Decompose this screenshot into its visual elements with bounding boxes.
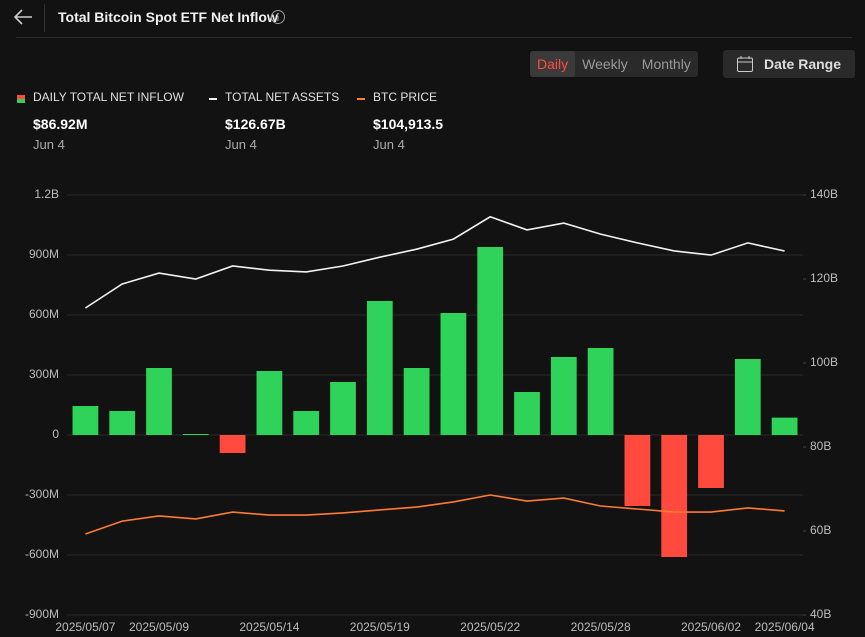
- legend-swatch: [209, 98, 217, 100]
- line: [84, 215, 785, 309]
- legend-date: Jun 4: [225, 137, 257, 152]
- swatch-part: [17, 99, 25, 103]
- legend-date: Jun 4: [33, 137, 65, 152]
- bar: [293, 411, 320, 435]
- x-tick-label: 2025/06/04: [755, 620, 815, 634]
- x-tick-label: 2025/05/28: [571, 620, 631, 634]
- y2-tick-label: 100B: [810, 355, 838, 369]
- bar: [734, 359, 761, 435]
- separator: [44, 4, 45, 32]
- swatch-part: [209, 98, 217, 100]
- line: [85, 494, 785, 535]
- bar: [477, 247, 504, 435]
- period-tab[interactable]: Daily: [530, 51, 576, 77]
- legend-swatch: [17, 95, 25, 103]
- x-tick-label: 2025/05/07: [55, 620, 115, 634]
- legend-name: BTC PRICE: [373, 90, 438, 104]
- legend-value: $86.92M: [33, 116, 88, 132]
- x-tick-label: 2025/05/22: [460, 620, 520, 634]
- period-tabs: Daily Weekly Monthly: [530, 51, 698, 77]
- page-title: Total Bitcoin Spot ETF Net Inflow: [58, 9, 278, 25]
- bar: [550, 357, 577, 435]
- x-tick-label: 2025/05/14: [239, 620, 299, 634]
- bar: [366, 301, 393, 435]
- period-tab[interactable]: Monthly: [641, 56, 691, 72]
- y-tick-label: -600M: [25, 547, 59, 561]
- bar: [182, 434, 209, 435]
- date-range-label: Date Range: [764, 56, 842, 72]
- bar: [256, 371, 283, 435]
- date-range-button[interactable]: Date Range: [723, 50, 855, 78]
- bar: [403, 368, 430, 435]
- divider: [16, 37, 852, 38]
- calendar-icon: [737, 56, 753, 72]
- bar: [587, 348, 614, 435]
- bar: [109, 411, 136, 435]
- bar: [440, 313, 467, 435]
- bar: [661, 435, 688, 557]
- y-tick-label: 600M: [29, 307, 59, 321]
- chart: -900M -600M -300M 0 300M 600M 900M 1.2B 40B 60B 80…: [25, 187, 838, 634]
- back-button[interactable]: [12, 7, 34, 27]
- x-tick-label: 2025/05/09: [129, 620, 189, 634]
- bar: [771, 417, 798, 435]
- bar: [72, 406, 99, 435]
- y-tick-label: 1.2B: [34, 187, 59, 201]
- bar: [514, 392, 540, 435]
- y-tick-label: 300M: [29, 367, 59, 381]
- legend-name: DAILY TOTAL NET INFLOW: [33, 90, 184, 104]
- legend-value: $104,913.5: [373, 116, 444, 132]
- x-tick-label: 2025/05/19: [350, 620, 410, 634]
- bar: [219, 435, 246, 453]
- bar: [698, 435, 724, 488]
- legend-swatch: [357, 98, 365, 100]
- bar: [146, 368, 172, 435]
- legend-name: TOTAL NET ASSETS: [225, 90, 340, 104]
- top-bar: Total Bitcoin Spot ETF Net Inflow: [0, 0, 865, 36]
- bar: [330, 382, 356, 435]
- y2-tick-label: 60B: [810, 523, 831, 537]
- y2-tick-label: 120B: [810, 271, 838, 285]
- period-tab[interactable]: Weekly: [582, 56, 628, 72]
- y-tick-label: -900M: [25, 607, 59, 621]
- y2-tick-label: 40B: [810, 607, 831, 621]
- x-tick-label: 2025/06/02: [681, 620, 741, 634]
- legend-value: $126.67B: [225, 116, 286, 132]
- bar: [624, 435, 651, 506]
- y2-tick-label: 80B: [810, 439, 831, 453]
- y-tick-label: 0: [52, 427, 59, 441]
- legend-date: Jun 4: [373, 137, 405, 152]
- info-icon[interactable]: [270, 9, 286, 25]
- y-tick-label: -300M: [25, 487, 59, 501]
- y-tick-label: 900M: [29, 247, 59, 261]
- y2-tick-label: 140B: [810, 187, 838, 201]
- swatch-part: [357, 98, 365, 100]
- swatch-part: [17, 95, 25, 99]
